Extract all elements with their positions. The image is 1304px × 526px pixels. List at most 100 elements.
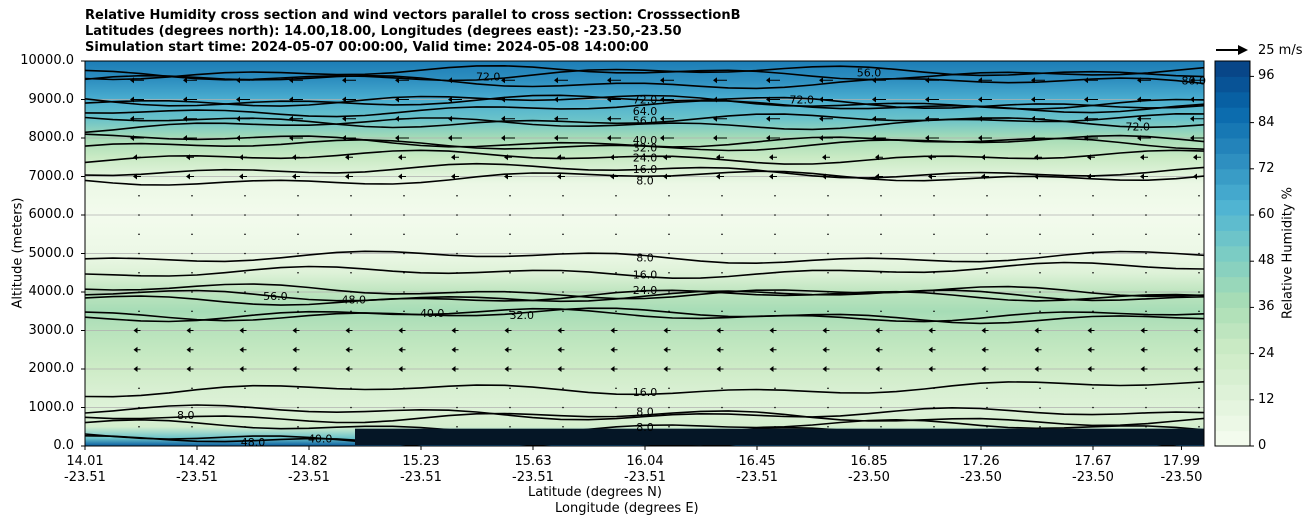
contour-label: 24.0 bbox=[633, 284, 658, 297]
wind-vector-head bbox=[398, 154, 402, 161]
surface-high-humidity-band bbox=[355, 428, 1204, 445]
wind-vector-head bbox=[663, 154, 667, 161]
wind-vector bbox=[403, 387, 405, 390]
wind-vector-head bbox=[1140, 173, 1144, 180]
wind-vector bbox=[986, 194, 988, 197]
wind-vector bbox=[456, 310, 458, 313]
wind-vector bbox=[244, 425, 246, 428]
wind-vector bbox=[615, 214, 617, 216]
wind-vector bbox=[1092, 271, 1094, 274]
wind-vector bbox=[933, 233, 935, 236]
wind-vector-head bbox=[875, 366, 880, 372]
wind-vector-head bbox=[236, 77, 240, 84]
wind-vector bbox=[827, 271, 829, 274]
wind-vector-head bbox=[872, 135, 876, 141]
wind-vector-head bbox=[875, 173, 879, 180]
wind-vector bbox=[774, 233, 776, 236]
wind-vector-head bbox=[872, 96, 876, 103]
wind-vector bbox=[191, 406, 193, 409]
contour-label: 40.0 bbox=[308, 432, 333, 445]
contour-label: 16.0 bbox=[633, 386, 658, 399]
contour-line bbox=[85, 381, 1204, 398]
wind-vector-head bbox=[557, 173, 561, 180]
x-tick-latitude: 15.63 bbox=[514, 454, 552, 469]
x-tick-longitude: -23.51 bbox=[736, 470, 778, 485]
wind-vector-head bbox=[239, 346, 244, 353]
wind-vector-head bbox=[716, 173, 720, 180]
wind-vector-head bbox=[872, 77, 876, 84]
contour-label: 64.0 bbox=[633, 105, 658, 118]
contour-label: 48.0 bbox=[342, 294, 367, 307]
wind-vector-head bbox=[1084, 135, 1088, 141]
contour-line bbox=[85, 404, 1204, 421]
wind-vector-head bbox=[292, 346, 297, 353]
colorbar-level bbox=[1215, 215, 1250, 231]
wind-vector bbox=[827, 425, 829, 428]
contour-line bbox=[85, 170, 1204, 186]
wind-vector-head bbox=[451, 366, 456, 372]
wind-vector-head bbox=[1140, 366, 1145, 372]
wind-vector-head bbox=[610, 173, 614, 180]
wind-vector-head bbox=[713, 115, 717, 122]
wind-vector-head bbox=[186, 366, 191, 372]
wind-vector bbox=[456, 406, 458, 409]
contour-line bbox=[85, 94, 1204, 110]
wind-vector bbox=[509, 271, 511, 274]
wind-vector bbox=[138, 425, 140, 428]
colorbar-level bbox=[1215, 399, 1250, 416]
wind-vector-head bbox=[1084, 96, 1088, 103]
wind-vector-head bbox=[292, 366, 297, 372]
wind-vector bbox=[933, 406, 935, 409]
wind-vector-head bbox=[1031, 96, 1035, 103]
wind-vector bbox=[297, 387, 299, 390]
x-tick-label: 15.23 -23.51 bbox=[386, 454, 456, 486]
wind-vector-head bbox=[130, 77, 134, 84]
colorbar-level bbox=[1215, 199, 1250, 216]
wind-vector-head bbox=[928, 173, 932, 180]
wind-vector-head bbox=[345, 346, 350, 353]
wind-vector bbox=[827, 406, 829, 409]
wind-vector bbox=[456, 425, 458, 428]
colorbar-level bbox=[1215, 384, 1250, 401]
y-tick-label: 0.0 bbox=[53, 438, 74, 453]
wind-vector bbox=[562, 214, 564, 216]
wind-vector-head bbox=[395, 115, 399, 122]
wind-vector-head bbox=[501, 115, 505, 122]
wind-vector bbox=[1039, 387, 1041, 390]
wind-vector bbox=[244, 271, 246, 274]
wind-vector-head bbox=[342, 96, 346, 103]
wind-vector bbox=[933, 310, 935, 313]
wind-vector-head bbox=[239, 154, 243, 161]
wind-vector bbox=[509, 425, 511, 428]
wind-vector bbox=[244, 214, 246, 216]
wind-vector-head bbox=[928, 346, 933, 353]
wind-vector bbox=[615, 406, 617, 409]
wind-vector bbox=[191, 387, 193, 390]
wind-vector bbox=[562, 271, 564, 274]
wind-vector bbox=[880, 271, 882, 274]
x-tick-latitude: 17.26 bbox=[962, 454, 1000, 469]
wind-vector bbox=[244, 233, 246, 236]
wind-vector bbox=[986, 310, 988, 313]
wind-vector bbox=[668, 387, 670, 390]
wind-vector bbox=[509, 194, 511, 197]
y-tick-label: 6000.0 bbox=[28, 207, 75, 222]
wind-vector bbox=[933, 387, 935, 390]
wind-vector bbox=[827, 291, 829, 293]
wind-vector-head bbox=[1034, 154, 1038, 161]
wind-vector-head bbox=[978, 115, 982, 122]
wind-vector-head bbox=[1034, 327, 1039, 334]
colorbar-tick-label: 72 bbox=[1258, 160, 1275, 176]
chart-title-line-2: Latitudes (degrees north): 14.00,18.00, … bbox=[85, 24, 682, 39]
wind-vector bbox=[509, 310, 511, 313]
wind-vector-head bbox=[875, 327, 880, 334]
contour-line bbox=[85, 307, 1204, 323]
colorbar-tick-label: 96 bbox=[1258, 68, 1275, 84]
wind-vector bbox=[1092, 214, 1094, 216]
wind-vector-head bbox=[1087, 327, 1092, 334]
colorbar-level bbox=[1215, 76, 1250, 93]
wind-vector-head bbox=[1034, 346, 1039, 353]
wind-vector-head bbox=[501, 135, 505, 141]
wind-vector-head bbox=[448, 135, 452, 141]
